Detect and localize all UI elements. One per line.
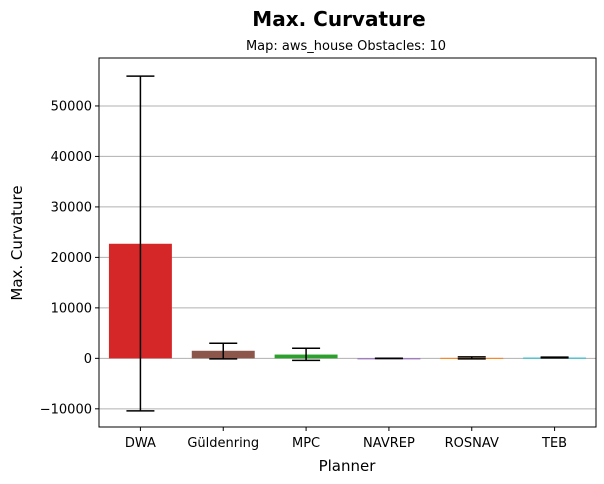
y-tick-label: 50000 [51,99,92,114]
y-tick-label: 0 [84,352,92,367]
y-axis-ticks: −10000 0 10000 20000 30000 40000 50000 [40,99,99,417]
grid-lines [99,105,596,410]
y-tick-label: 20000 [51,251,92,266]
x-tick-label: MPC [292,436,320,451]
x-axis-ticks: DWA Güldenring MPC NAVREP ROSNAV TEB [125,427,567,451]
y-tick-label: 30000 [51,200,92,215]
x-tick-label: DWA [125,436,156,451]
x-axis-label: Planner [319,457,377,475]
x-tick-label: ROSNAV [445,436,499,451]
y-tick-label: 10000 [51,301,92,316]
y-tick-label: 40000 [51,150,92,165]
x-tick-label: NAVREP [363,436,415,451]
chart-title: Max. Curvature [252,7,425,31]
error-bars [126,75,569,412]
x-tick-label: Güldenring [187,436,259,451]
bars [108,243,587,360]
y-tick-label: −10000 [40,402,92,417]
chart-subtitle: Map: aws_house Obstacles: 10 [246,39,446,54]
y-axis-label: Max. Curvature [8,185,26,300]
plot-frame [98,57,597,428]
x-tick-label: TEB [541,436,567,451]
